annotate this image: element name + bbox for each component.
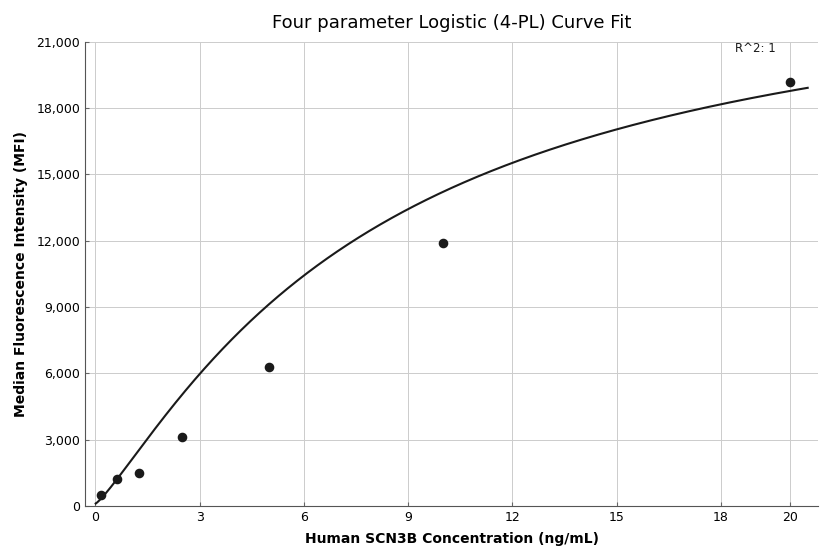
Point — [436, 239, 449, 248]
X-axis label: Human SCN3B Concentration (ng/mL): Human SCN3B Concentration (ng/mL) — [305, 532, 598, 546]
Point — [262, 362, 275, 371]
Title: Four parameter Logistic (4-PL) Curve Fit: Four parameter Logistic (4-PL) Curve Fit — [272, 14, 631, 32]
Y-axis label: Median Fluorescence Intensity (MFI): Median Fluorescence Intensity (MFI) — [14, 131, 28, 417]
Point — [111, 475, 124, 484]
Point — [784, 77, 797, 86]
Point — [176, 433, 189, 442]
Text: R^2: 1: R^2: 1 — [735, 42, 776, 55]
Point — [94, 491, 107, 500]
Point — [132, 468, 146, 477]
